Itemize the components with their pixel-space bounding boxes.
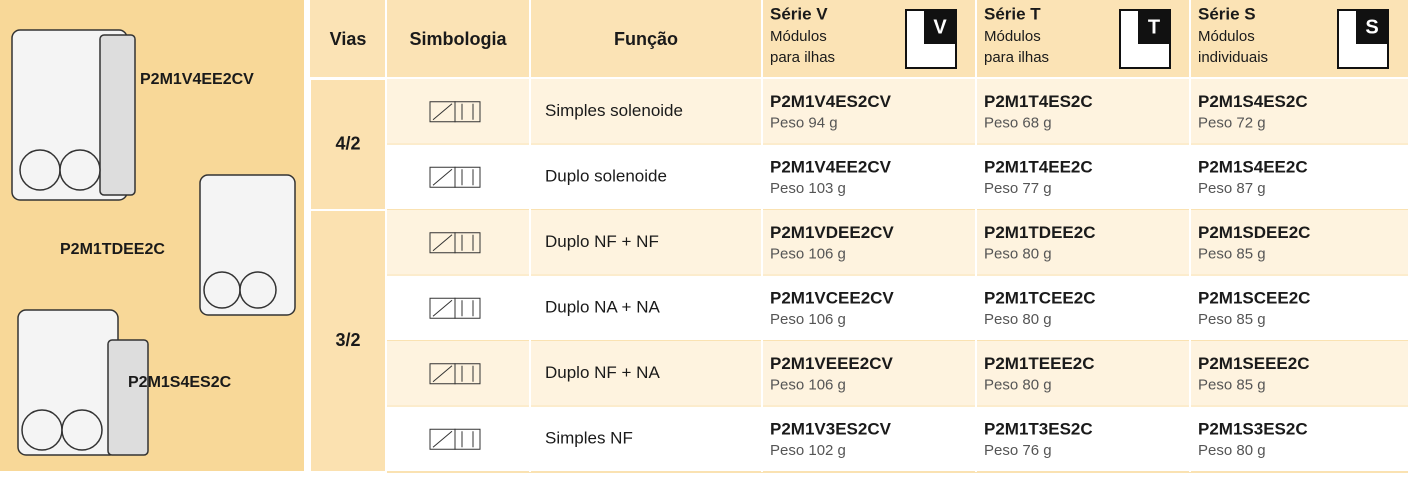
model-code: P2M1V3ES2CV — [770, 420, 892, 439]
product-label: P2M1TDEE2C — [60, 241, 165, 258]
series-icon-letter: S — [1365, 16, 1378, 38]
series-desc: para ilhas — [984, 49, 1049, 66]
series-icon-band — [924, 10, 956, 44]
model-code: P2M1S4EE2C — [1198, 158, 1308, 177]
header-label: Função — [614, 29, 678, 49]
function: Duplo solenoide — [545, 167, 667, 186]
symbol-arrow — [432, 103, 453, 121]
function: Duplo NA + NA — [545, 298, 660, 317]
series-name: Série V — [770, 4, 828, 23]
symbol-box — [454, 297, 481, 319]
model-code: P2M1S4ES2C — [1198, 92, 1308, 111]
series-icon-letter: V — [933, 16, 947, 38]
function: Simples solenoide — [545, 101, 683, 120]
series-icon-band — [1356, 10, 1388, 44]
model-code: P2M1T3ES2C — [984, 420, 1093, 439]
symbol-box — [454, 166, 481, 188]
function: Duplo NF + NA — [545, 363, 660, 382]
weight: Peso 106 g — [770, 311, 846, 328]
weight: Peso 94 g — [770, 115, 838, 132]
symbol — [429, 363, 481, 385]
model-code: P2M1T4EE2C — [984, 158, 1093, 177]
symbol — [429, 232, 481, 254]
model-code: P2M1TDEE2C — [984, 223, 1095, 242]
function: Simples NF — [545, 429, 633, 448]
row-bg — [386, 210, 1408, 276]
weight: Peso 106 g — [770, 246, 846, 263]
symbol-arrow — [432, 299, 453, 317]
model-code: P2M1SCEE2C — [1198, 289, 1310, 308]
vias-cell — [309, 209, 387, 473]
model-code: P2M1T4ES2C — [984, 92, 1093, 111]
symbol-arrow — [432, 430, 453, 448]
symbol — [429, 297, 481, 319]
model-code: P2M1TEEE2C — [984, 354, 1095, 373]
weight: Peso 80 g — [984, 311, 1052, 328]
row-bg — [386, 79, 1408, 145]
symbol-box — [454, 101, 481, 123]
symbol-box — [454, 363, 481, 385]
series-desc: para ilhas — [770, 49, 835, 66]
weight: Peso 68 g — [984, 115, 1052, 132]
weight: Peso 77 g — [984, 180, 1052, 197]
vias-cell — [309, 78, 387, 211]
product-illustrations — [11, 29, 296, 456]
series-name: Série S — [1198, 4, 1256, 23]
weight: Peso 85 g — [1198, 311, 1266, 328]
header-label: Simbologia — [409, 29, 507, 49]
weight: Peso 106 g — [770, 377, 846, 394]
symbol — [429, 428, 481, 450]
weight: Peso 72 g — [1198, 115, 1266, 132]
product-label: P2M1S4ES2C — [128, 374, 232, 391]
weight: Peso 76 g — [984, 442, 1052, 459]
symbol — [429, 166, 481, 188]
row-bg — [386, 406, 1408, 472]
model-code: P2M1S3ES2C — [1198, 420, 1308, 439]
series-desc: individuais — [1198, 49, 1268, 66]
row-bg — [386, 275, 1408, 341]
model-code: P2M1VCEE2CV — [770, 289, 894, 308]
weight: Peso 85 g — [1198, 377, 1266, 394]
model-code: P2M1V4ES2CV — [770, 92, 892, 111]
series-icon-band — [1138, 10, 1170, 44]
header-label: Vias — [330, 29, 367, 49]
model-code: P2M1VEEE2CV — [770, 354, 893, 373]
weight: Peso 103 g — [770, 180, 846, 197]
weight: Peso 80 g — [1198, 442, 1266, 459]
model-code: P2M1VDEE2CV — [770, 223, 894, 242]
product-label: P2M1V4EE2CV — [140, 71, 254, 88]
symbol-box — [454, 428, 481, 450]
vias: 4/2 — [335, 133, 360, 153]
weight: Peso 80 g — [984, 377, 1052, 394]
symbol — [429, 101, 481, 123]
model-code: P2M1SEEE2C — [1198, 354, 1310, 373]
symbol-box — [454, 232, 481, 254]
weight: Peso 87 g — [1198, 180, 1266, 197]
series-icon-letter: T — [1148, 16, 1160, 38]
weight: Peso 102 g — [770, 442, 846, 459]
symbol-arrow — [432, 365, 453, 383]
model-code: P2M1TCEE2C — [984, 289, 1095, 308]
weight: Peso 80 g — [984, 246, 1052, 263]
model-code: P2M1V4EE2CV — [770, 158, 892, 177]
row-bg — [386, 144, 1408, 210]
series-desc: Módulos — [1198, 28, 1255, 45]
weight: Peso 85 g — [1198, 246, 1266, 263]
model-code: P2M1SDEE2C — [1198, 223, 1310, 242]
function: Duplo NF + NF — [545, 232, 659, 251]
header-bg — [310, 0, 1408, 77]
row-bg — [386, 341, 1408, 407]
series-desc: Módulos — [984, 28, 1041, 45]
symbol-arrow — [432, 234, 453, 252]
series-desc: Módulos — [770, 28, 827, 45]
symbol-arrow — [432, 168, 453, 186]
vias: 3/2 — [335, 330, 360, 350]
series-name: Série T — [984, 4, 1041, 23]
